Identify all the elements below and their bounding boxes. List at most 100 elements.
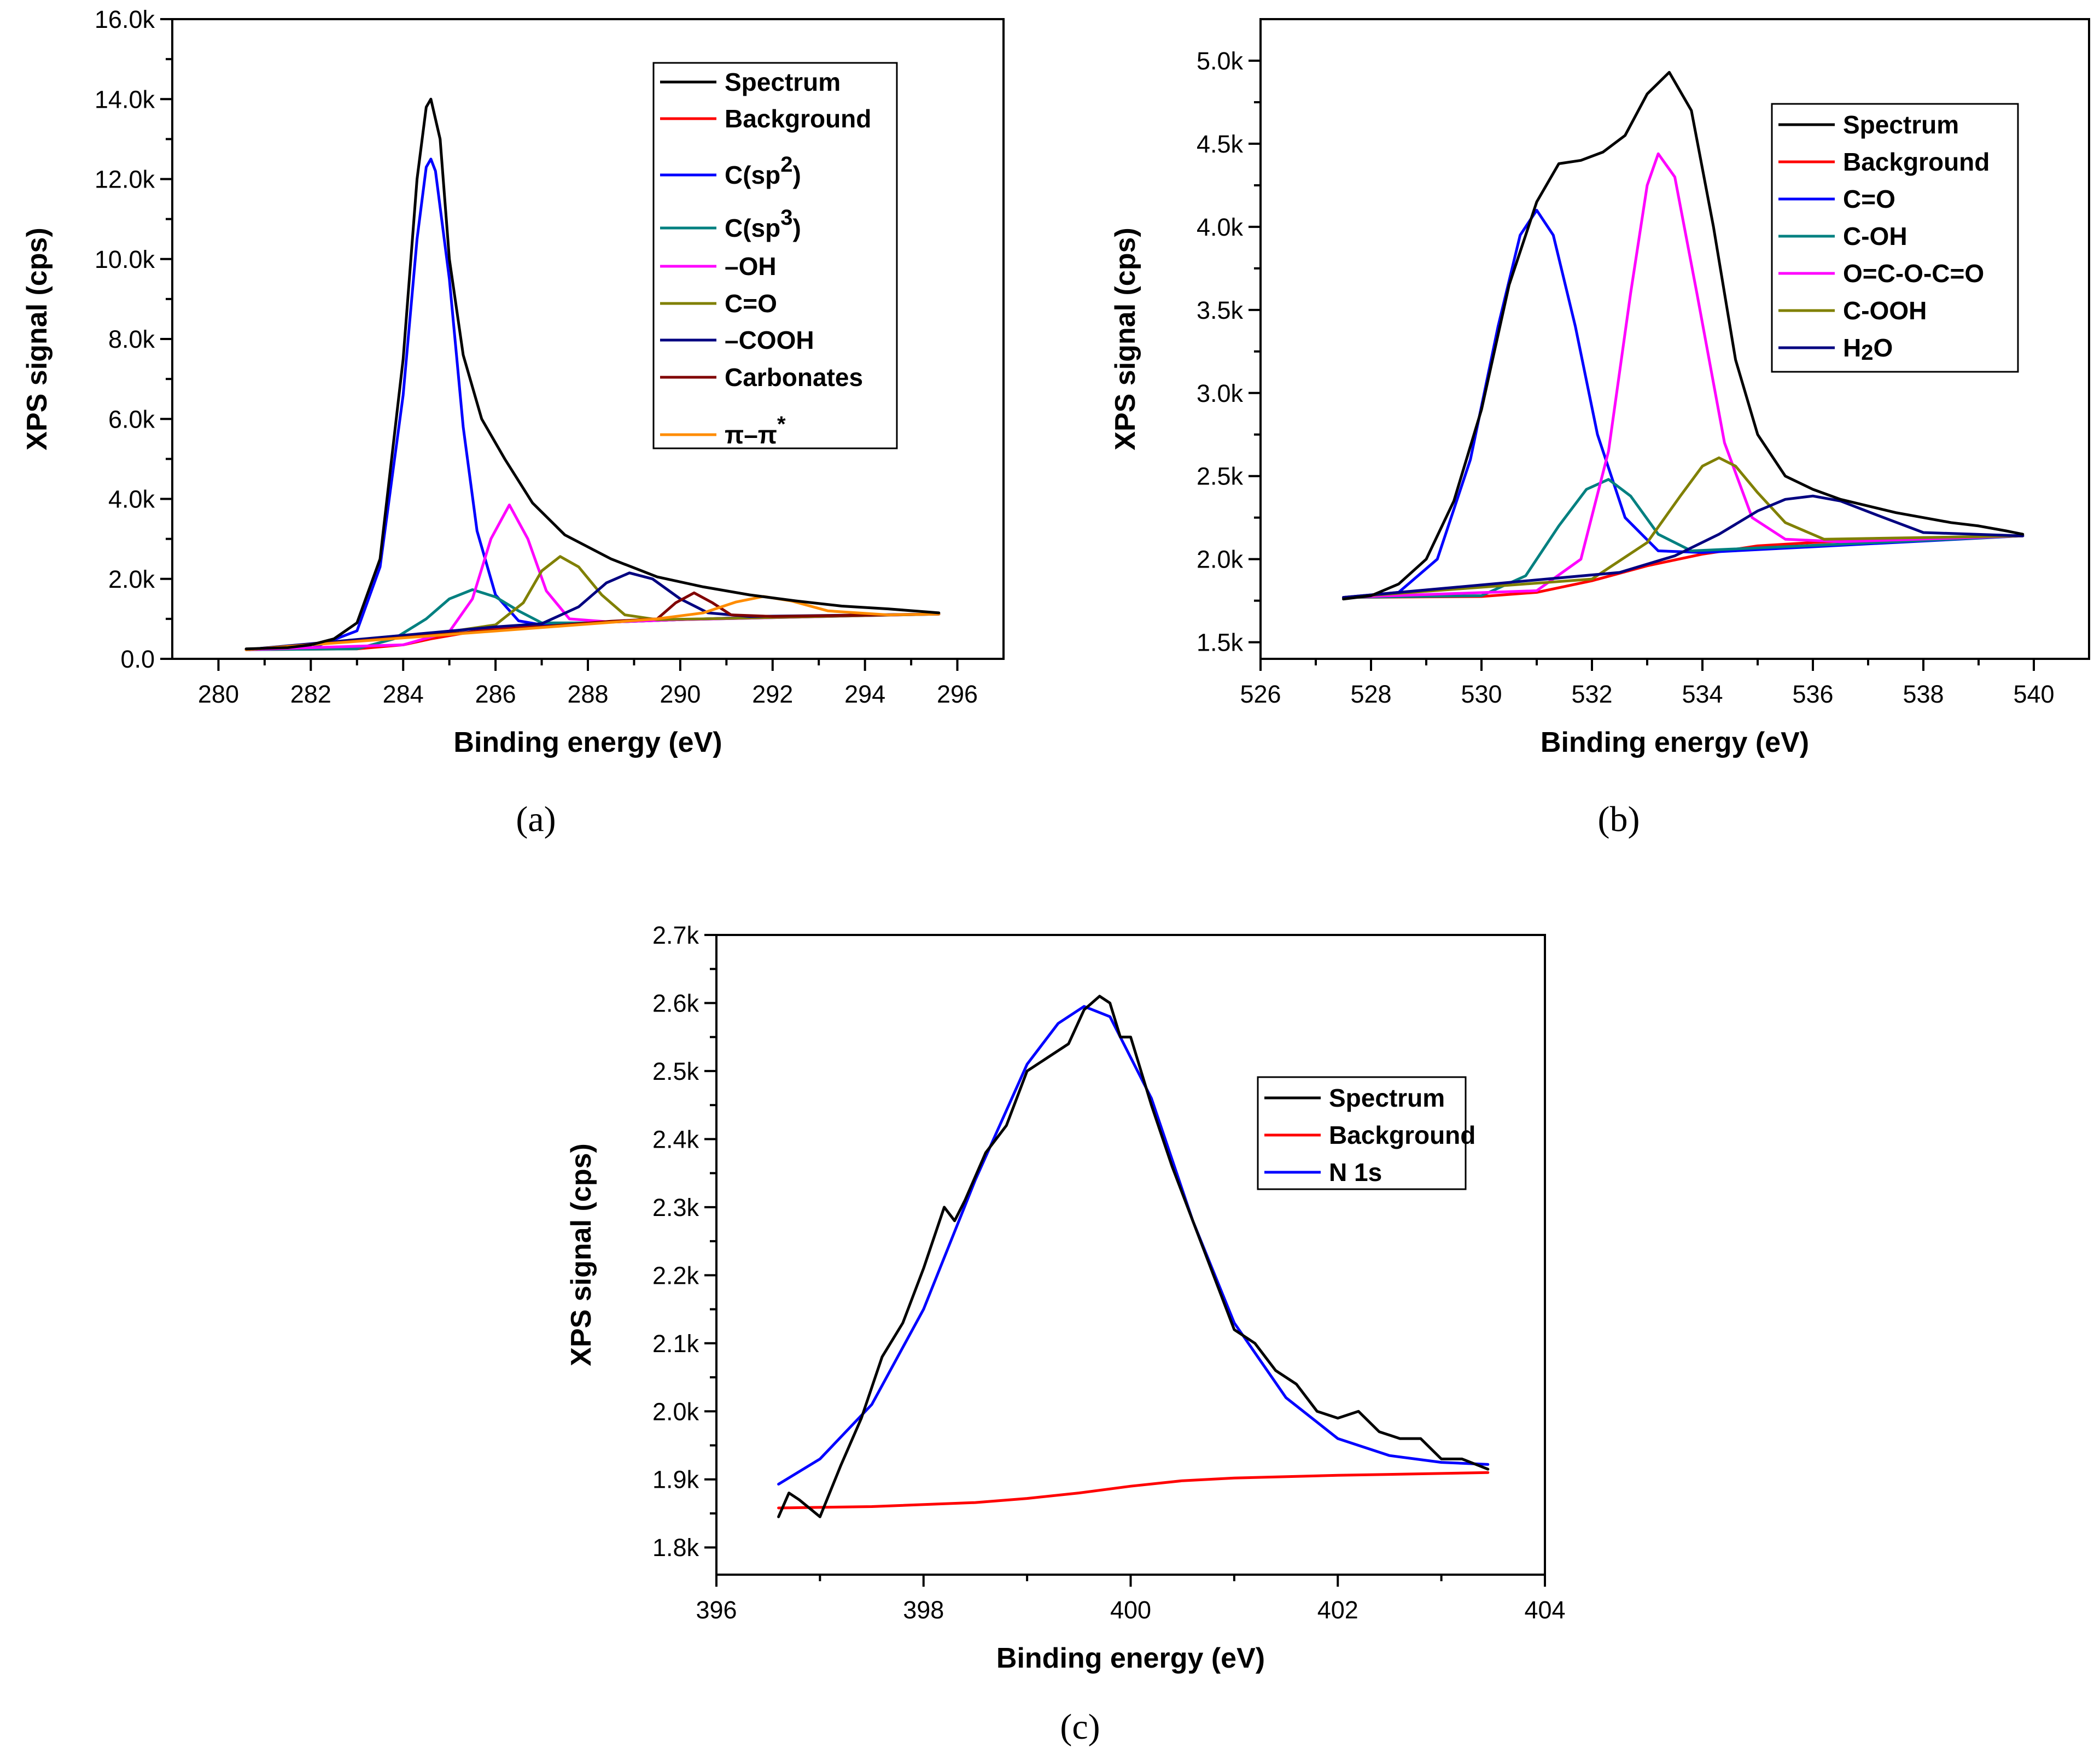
legend-label: C(sp2) xyxy=(725,153,801,189)
x-tick-label: 286 xyxy=(475,680,516,708)
legend: Spectrum Background C=O C-OH O=C-O-C=O C-OOH H… xyxy=(1771,103,2019,373)
series-line-h2o xyxy=(1342,494,2025,599)
x-axis-title: Binding energy (eV) xyxy=(453,727,722,758)
legend-label: –COOH xyxy=(725,326,814,354)
legend-box xyxy=(1771,103,2019,373)
y-tick-label: 1.5k xyxy=(1197,629,1244,657)
x-tick-label: 536 xyxy=(1792,680,1833,708)
y-tick-label: 10.0k xyxy=(95,245,155,273)
legend: Spectrum Background N 1s xyxy=(1257,1076,1475,1190)
y-tick-label: 2.5k xyxy=(652,1057,699,1085)
series-line-cooh xyxy=(244,571,941,651)
legend-label: H2O xyxy=(1843,334,1893,365)
x-tick-label: 396 xyxy=(696,1596,737,1624)
legend-label: –OH xyxy=(725,252,777,280)
y-tick-label: 1.8k xyxy=(652,1534,699,1562)
y-tick-label: 4.0k xyxy=(1197,213,1244,241)
legend-box xyxy=(1257,1076,1467,1190)
x-tick-label: 534 xyxy=(1682,680,1723,708)
y-tick-label: 2.0k xyxy=(1197,546,1244,574)
x-tick-label: 284 xyxy=(383,680,424,708)
chart-panel-a: 280 282 284 286 288 290 292 294 296 0.0 2.0k 4.0k 6.… xyxy=(21,5,1005,839)
legend-label: π–π* xyxy=(725,412,786,449)
legend-label: C=O xyxy=(1843,185,1895,213)
y-tick-label: 2.2k xyxy=(652,1261,699,1289)
x-tick-label: 398 xyxy=(903,1596,944,1624)
chart-panel-c: 396 398 400 402 404 1.8k 1.9k 2.0k 2.1k 2.2k 2.3k 2… xyxy=(565,921,1566,1747)
x-tick-label: 294 xyxy=(844,680,885,708)
x-axis-title: Binding energy (eV) xyxy=(996,1642,1265,1674)
panel-label: (b) xyxy=(1598,799,1640,839)
y-tick-label: 5.0k xyxy=(1197,47,1244,75)
x-tick-label: 282 xyxy=(290,680,331,708)
legend-label: Spectrum xyxy=(1843,110,1959,139)
legend-label: Background xyxy=(725,104,871,133)
series-line-spectrum xyxy=(777,995,1490,1518)
y-tick-label: 8.0k xyxy=(108,325,155,353)
x-axis-title: Binding energy (eV) xyxy=(1541,727,1809,758)
legend-label: Background xyxy=(1329,1121,1475,1149)
series-line-o-c-o-c-o xyxy=(1342,152,2025,599)
y-axis-title: XPS signal (cps) xyxy=(565,1143,597,1366)
y-tick-label: 2.7k xyxy=(652,921,699,949)
legend-label: Spectrum xyxy=(1329,1084,1445,1112)
x-tick-label: 526 xyxy=(1240,680,1281,708)
x-tick-label: 530 xyxy=(1461,680,1502,708)
plot-frame xyxy=(1259,18,2090,660)
y-tick-label: 2.0k xyxy=(108,565,155,593)
y-tick-label: 12.0k xyxy=(95,166,155,194)
x-tick-label: 528 xyxy=(1350,680,1391,708)
y-tick-label: 0.0 xyxy=(120,645,155,673)
x-tick-label: 290 xyxy=(660,680,701,708)
y-tick-label: 4.5k xyxy=(1197,130,1244,158)
x-tick-label: 296 xyxy=(937,680,978,708)
panel-label: (c) xyxy=(1060,1707,1100,1747)
y-tick-label: 2.0k xyxy=(652,1398,699,1425)
legend-label: C=O xyxy=(725,289,777,318)
legend-label: N 1s xyxy=(1329,1158,1382,1186)
y-tick-label: 3.0k xyxy=(1197,379,1244,407)
x-tick-label: 288 xyxy=(567,680,608,708)
y-axis-title: XPS signal (cps) xyxy=(21,227,53,450)
series-line-c-o xyxy=(1342,209,2025,599)
legend-box xyxy=(652,62,898,449)
x-tick-label: 402 xyxy=(1317,1596,1358,1624)
legend-label: Spectrum xyxy=(725,68,841,96)
series-line-c-o xyxy=(244,555,941,651)
y-tick-label: 1.9k xyxy=(652,1466,699,1494)
y-tick-label: 2.3k xyxy=(652,1194,699,1221)
series-line-spectrum xyxy=(244,97,941,651)
y-tick-label: 2.1k xyxy=(652,1330,699,1358)
y-tick-label: 2.5k xyxy=(1197,463,1244,490)
series-line-background xyxy=(777,1471,1490,1510)
x-tick-label: 280 xyxy=(198,680,239,708)
x-tick-label: 400 xyxy=(1110,1596,1151,1624)
panel-label: (a) xyxy=(516,799,556,839)
chart-panel-b: 526 528 530 532 534 536 538 540 1.5k 2.0k 2.5k 3.0k… xyxy=(1110,18,2090,839)
plot-frame xyxy=(715,934,1546,1576)
y-tick-label: 2.4k xyxy=(652,1125,699,1153)
x-tick-label: 292 xyxy=(752,680,793,708)
legend-label: C-OH xyxy=(1843,222,1908,250)
y-tick-label: 6.0k xyxy=(108,405,155,433)
x-tick-label: 404 xyxy=(1524,1596,1565,1624)
y-tick-label: 16.0k xyxy=(95,5,155,33)
series-line-n-1s xyxy=(777,1005,1490,1486)
legend-label: Background xyxy=(1843,148,1990,176)
legend-label: C-OOH xyxy=(1843,296,1927,325)
y-tick-label: 3.5k xyxy=(1197,296,1244,324)
legend-label: C(sp3) xyxy=(725,206,801,242)
y-axis-title: XPS signal (cps) xyxy=(1110,227,1141,450)
legend-label: Carbonates xyxy=(725,363,863,391)
legend: Spectrum Background C(sp2) C(sp3) –OH C=O –COO… xyxy=(652,62,898,449)
series-line-c-ooh xyxy=(1342,456,2025,599)
y-tick-label: 2.6k xyxy=(652,989,699,1017)
y-tick-label: 14.0k xyxy=(95,85,155,113)
x-tick-label: 532 xyxy=(1571,680,1612,708)
x-tick-label: 538 xyxy=(1903,680,1944,708)
x-tick-label: 540 xyxy=(2013,680,2054,708)
y-tick-label: 4.0k xyxy=(108,486,155,513)
legend-label: O=C-O-C=O xyxy=(1843,259,1984,288)
series-line-spectrum xyxy=(1342,71,2025,601)
